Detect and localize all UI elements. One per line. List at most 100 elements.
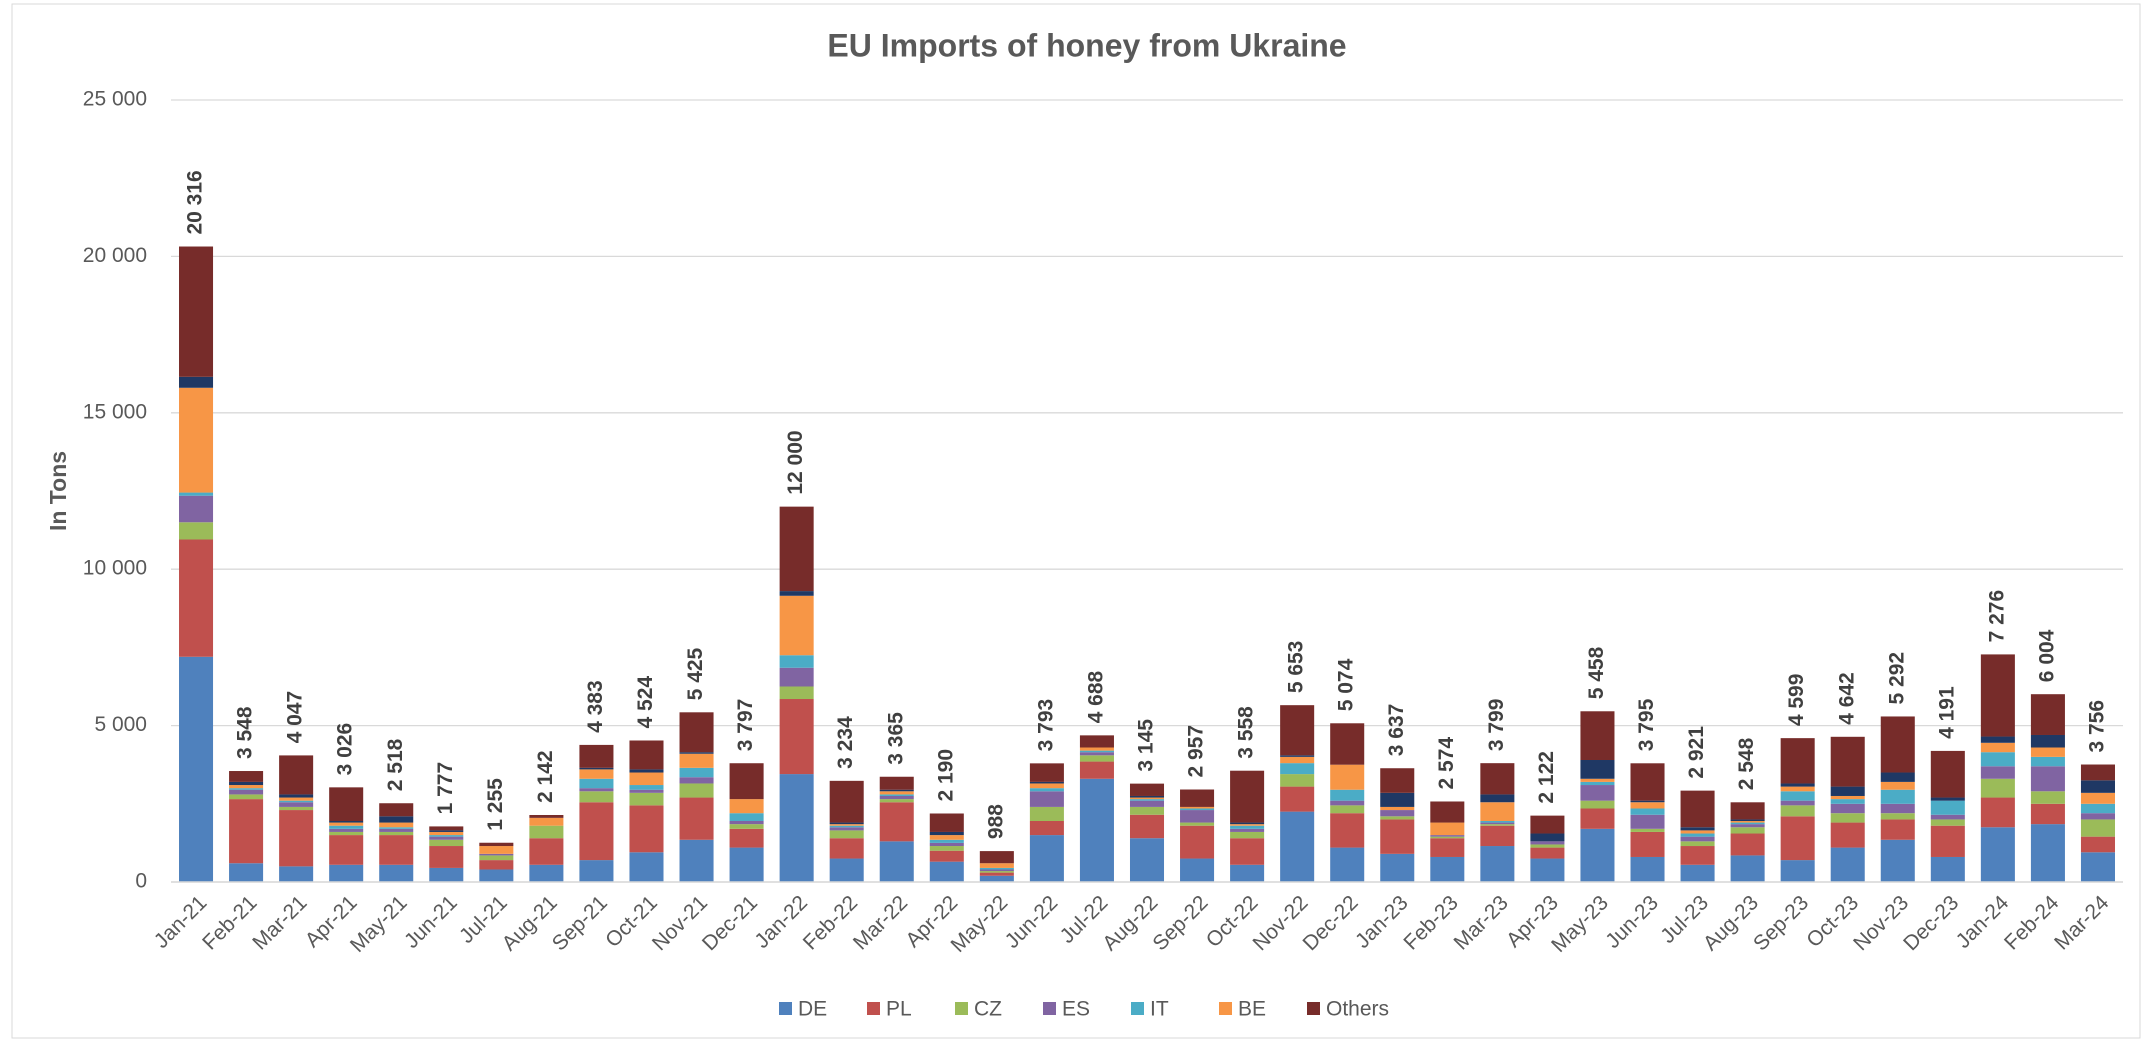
bar-segment: [879, 795, 914, 800]
x-tick-label: Aug-23: [1699, 891, 1763, 955]
y-tick-label: 15 000: [83, 400, 147, 423]
bar-segment: [1180, 808, 1215, 811]
bar-segment: [1630, 814, 1665, 829]
bar-segment: [879, 799, 914, 803]
bar-segment: [1680, 846, 1715, 865]
bar-segment: [829, 824, 864, 826]
bar-segment: [179, 656, 214, 882]
bar-segment: [1330, 789, 1365, 801]
bar-segment: [679, 777, 714, 784]
bar-segment: [1730, 802, 1765, 820]
bar-segment: [1580, 828, 1615, 882]
bar-segment: [1079, 755, 1114, 762]
bar-segment: [479, 869, 514, 882]
bar-segment: [879, 789, 914, 792]
total-label: 4 191: [1935, 686, 1958, 739]
bar-segment: [1680, 836, 1715, 842]
x-tick-label: Jun-23: [1601, 891, 1663, 953]
x-tick-label: May-22: [947, 891, 1013, 957]
bar-segment: [729, 828, 764, 848]
bar-segment: [2030, 756, 2065, 767]
bar-segment: [779, 506, 814, 592]
bar-segment: [1180, 858, 1215, 882]
bar-segment: [179, 246, 214, 377]
bar-segment: [1129, 783, 1165, 796]
bar-segment: [1029, 791, 1064, 807]
bar-segment: [829, 780, 864, 823]
bar-segment: [1280, 755, 1315, 757]
bar-segment: [1029, 781, 1064, 784]
bar-segment: [1029, 783, 1064, 789]
bar-segment: [629, 792, 664, 806]
bar-segment: [679, 783, 714, 798]
total-label: 1 777: [434, 762, 457, 815]
bar-segment: [1480, 763, 1515, 795]
bar-segment: [1930, 819, 1965, 826]
bar-segment: [629, 852, 664, 882]
bar-segment: [1680, 833, 1715, 837]
bar-segment: [1780, 738, 1815, 784]
x-tick-label: Aug-21: [498, 891, 562, 955]
bar-segment: [1830, 803, 1865, 814]
bar-segment: [929, 846, 964, 851]
bar-segment: [1580, 800, 1615, 809]
bar-segment: [979, 875, 1014, 882]
bar-segment: [1280, 756, 1315, 764]
bar-segment: [1280, 786, 1315, 812]
bar-segment: [1330, 813, 1365, 848]
bar-segment: [1580, 778, 1615, 782]
bar-segment: [929, 835, 964, 840]
bar-segment: [829, 838, 864, 859]
bar-segment: [2080, 852, 2115, 882]
bar-segment: [579, 744, 614, 768]
bar-segment: [1180, 825, 1215, 859]
bar-segment: [679, 767, 714, 778]
bar-segment: [1530, 815, 1565, 834]
bar-segment: [1230, 831, 1265, 839]
bar-segment: [579, 802, 614, 861]
x-tick-label: Mar-23: [1450, 891, 1513, 954]
total-label: 4 524: [634, 676, 657, 729]
bar-segment: [1380, 819, 1415, 854]
bar-segment: [929, 831, 964, 836]
bar-segment: [329, 864, 364, 882]
bar-segment: [1330, 805, 1365, 814]
bar-segment: [1129, 838, 1165, 882]
bar-segment: [829, 827, 864, 831]
bar-segment: [1079, 735, 1114, 748]
bar-segment: [1230, 838, 1265, 865]
bar-segment: [279, 800, 314, 803]
bar-segment: [1780, 800, 1815, 806]
bar-segment: [179, 522, 214, 540]
bar-segment: [679, 752, 714, 754]
bar-segment: [2080, 836, 2115, 853]
bar-segment: [329, 787, 364, 822]
bar-segment: [1280, 811, 1315, 882]
bar-segment: [829, 822, 864, 825]
bar-segment: [429, 831, 464, 836]
bar-segment: [1230, 864, 1265, 882]
bar-segment: [929, 850, 964, 862]
bar-segment: [329, 822, 364, 826]
total-label: 2 574: [1435, 737, 1458, 790]
bar-segment: [1530, 833, 1565, 842]
bar-segment: [529, 817, 564, 826]
bar-segment: [529, 864, 564, 882]
total-label: 2 122: [1535, 751, 1558, 804]
bar-segment: [1680, 790, 1715, 828]
bar-segment: [1480, 846, 1515, 882]
bar-segment: [379, 835, 414, 865]
bar-segment: [1129, 814, 1165, 839]
bar-segment: [1730, 833, 1765, 856]
total-label: 3 548: [234, 706, 257, 759]
bar-segment: [2080, 780, 2115, 793]
bar-segment: [1430, 801, 1465, 823]
bar-segment: [2030, 734, 2065, 748]
bar-segment: [179, 376, 214, 388]
bar-segment: [1129, 799, 1165, 801]
bar-segment: [1880, 789, 1915, 804]
bar-segment: [629, 785, 664, 790]
bar-segment: [879, 794, 914, 796]
bar-segment: [229, 781, 264, 786]
